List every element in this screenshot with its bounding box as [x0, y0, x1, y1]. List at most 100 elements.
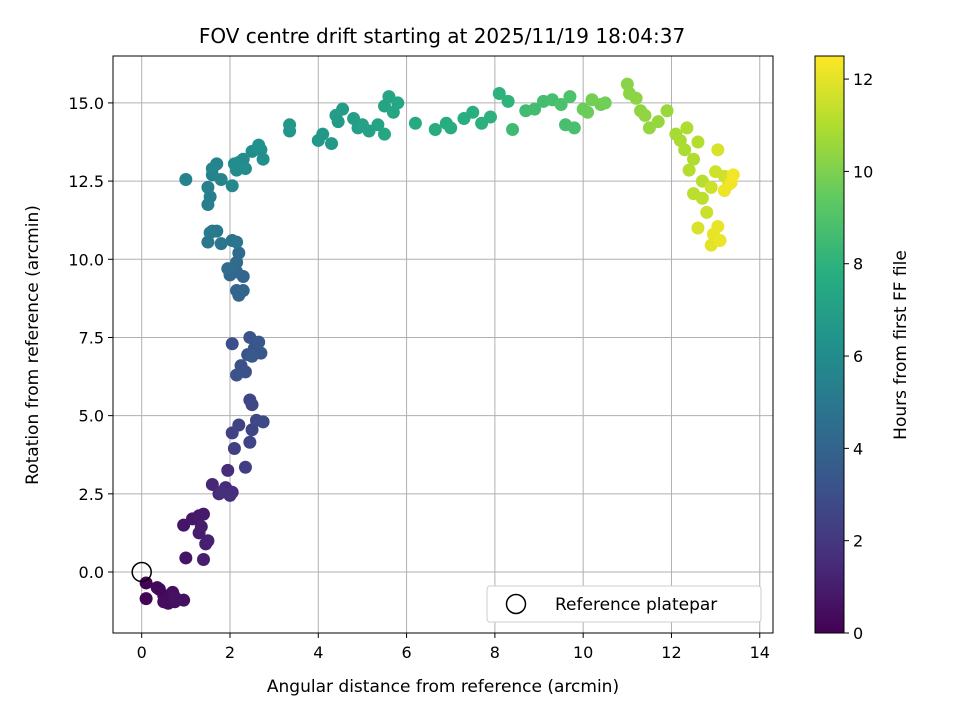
legend-marker-reference [505, 593, 527, 615]
data-point [139, 576, 153, 590]
data-point [700, 205, 714, 219]
y-tick-label: 15.0 [68, 94, 104, 113]
data-point [214, 237, 228, 251]
y-tick-label: 0.0 [79, 563, 104, 582]
x-tick-label: 10 [573, 643, 593, 662]
x-tick-label: 6 [401, 643, 411, 662]
data-point [726, 168, 740, 182]
x-tick-label: 8 [490, 643, 500, 662]
colorbar-gradient [814, 55, 845, 634]
y-axis-label: Rotation from reference (arcmin) [23, 205, 43, 485]
data-point [252, 335, 266, 349]
x-tick-label: 0 [137, 643, 147, 662]
x-axis: 0 2 4 6 8 10 12 14 [137, 633, 770, 662]
data-point [225, 337, 239, 351]
data-point [238, 162, 252, 176]
data-point [214, 173, 228, 187]
data-point [139, 592, 153, 606]
data-point [203, 226, 217, 240]
data-point [256, 415, 270, 429]
data-point [225, 179, 239, 193]
data-point [695, 191, 709, 205]
data-point [252, 138, 266, 152]
data-point [711, 219, 725, 233]
data-point [371, 118, 385, 132]
data-point [378, 127, 392, 141]
data-point [325, 137, 339, 151]
data-point [221, 463, 235, 477]
colorbar-tick-label: 4 [853, 439, 863, 458]
data-point [245, 398, 259, 412]
colorbar-ticks: 0 2 4 6 8 10 12 [844, 70, 873, 643]
data-point [232, 418, 246, 432]
plot-frame [112, 55, 774, 634]
data-point [197, 507, 211, 521]
data-point [506, 122, 520, 136]
data-point [598, 96, 612, 110]
data-point [236, 284, 250, 298]
data-point [168, 590, 182, 604]
data-point [329, 108, 343, 122]
data-point [232, 246, 246, 260]
y-tick-label: 7.5 [79, 328, 104, 347]
legend: Reference platepar [486, 585, 762, 623]
gridlines [113, 56, 773, 633]
data-point [554, 97, 568, 111]
data-point [256, 152, 270, 166]
data-point [428, 122, 442, 136]
data-point [408, 116, 422, 130]
data-point [501, 94, 515, 108]
y-tick-label: 5.0 [79, 407, 104, 426]
data-point [563, 90, 577, 104]
colorbar: 0 2 4 6 8 10 12 Hours from first FF file [814, 55, 911, 643]
data-point [214, 485, 228, 499]
data-point [528, 102, 542, 116]
data-point [492, 87, 506, 101]
colorbar-tick-label: 8 [853, 255, 863, 274]
y-tick-label: 2.5 [79, 485, 104, 504]
colorbar-tick-label: 10 [853, 162, 873, 181]
colorbar-label: Hours from first FF file [891, 250, 911, 440]
data-point [227, 441, 241, 455]
data-point [651, 115, 665, 129]
colorbar-tick-label: 12 [853, 70, 873, 89]
data-point [245, 349, 259, 363]
x-tick-label: 12 [661, 643, 681, 662]
y-tick-label: 10.0 [68, 250, 104, 269]
data-point [678, 143, 692, 157]
data-point [680, 121, 694, 135]
x-tick-label: 2 [225, 643, 235, 662]
data-point [629, 91, 643, 105]
data-point [444, 121, 458, 135]
data-point [687, 152, 701, 166]
data-point [221, 262, 235, 276]
legend-box [486, 585, 762, 623]
data-point [197, 553, 211, 567]
data-point [713, 234, 727, 248]
data-point [691, 135, 705, 149]
reference-platepar-marker [131, 561, 152, 583]
data-point [238, 460, 252, 474]
data-point [585, 93, 599, 107]
data-point [316, 127, 330, 141]
data-point [201, 534, 215, 548]
chart-title: FOV centre drift starting at 2025/11/19 … [199, 24, 685, 48]
data-point [391, 96, 405, 110]
data-point [704, 180, 718, 194]
x-axis-label: Angular distance from reference (arcmin) [267, 677, 619, 697]
y-axis: 0.0 2.5 5.0 7.5 10.0 12.5 15.0 [68, 94, 113, 582]
data-point [230, 368, 244, 382]
x-tick-label: 4 [313, 643, 323, 662]
data-point [567, 121, 581, 135]
data-point [192, 526, 206, 540]
data-point [179, 551, 193, 565]
data-point [283, 118, 297, 132]
data-point [638, 108, 652, 122]
data-point [201, 180, 215, 194]
colorbar-tick-label: 2 [853, 532, 863, 551]
y-tick-label: 12.5 [68, 172, 104, 191]
data-point [179, 173, 193, 187]
data-point [483, 110, 497, 124]
data-point [466, 105, 480, 119]
